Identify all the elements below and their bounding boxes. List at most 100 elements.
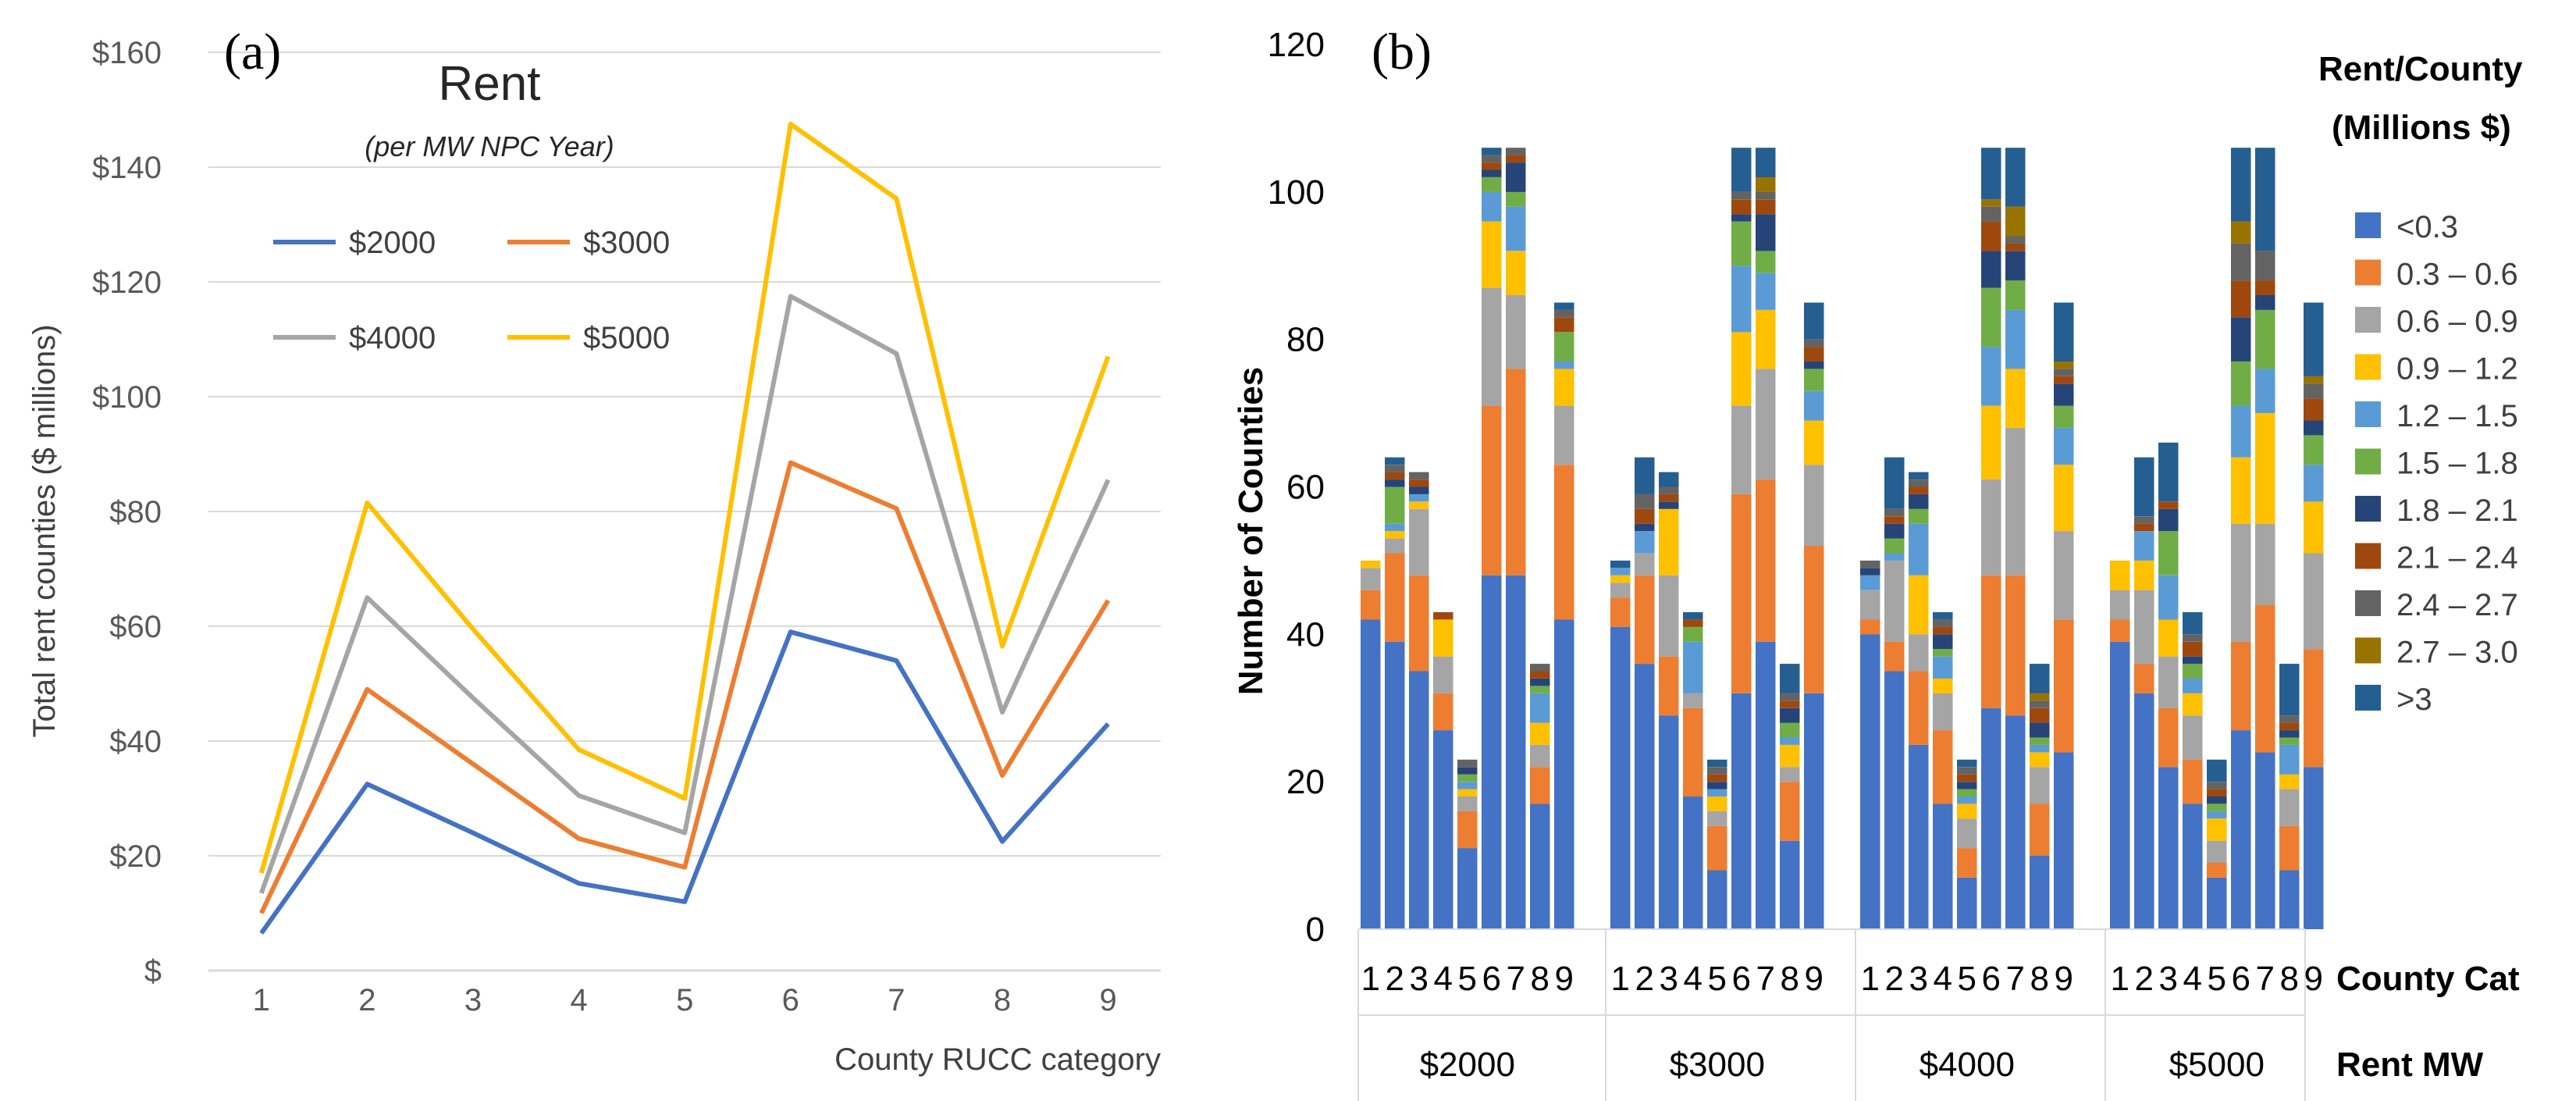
bar-segment (1957, 818, 1977, 849)
bar-segment (1506, 575, 1526, 929)
bar-segment (1957, 782, 1977, 789)
bar-segment (2005, 280, 2026, 310)
bar-segment (1659, 508, 1679, 575)
bar-segment (2005, 428, 2026, 575)
bar-segment (1804, 362, 1824, 369)
bar-segment (2005, 236, 2026, 244)
bar-segment (1957, 767, 1977, 775)
bar-segment (1756, 214, 1776, 251)
legend-label: 2.7 – 3.0 (2396, 636, 2518, 670)
y-tick-label: 40 (1286, 615, 1325, 654)
bar-segment (1933, 634, 1953, 650)
bar-segment (1530, 664, 1550, 672)
bar-segment (1804, 546, 1824, 693)
category-tick-label: 7 (2256, 960, 2275, 998)
bar-segment (1707, 774, 1727, 782)
bar-segment (1981, 347, 2001, 406)
bar-segment (2054, 531, 2074, 620)
bar-segment (1731, 405, 1752, 494)
bar-segment (1530, 686, 1550, 693)
bar-segment (2304, 302, 2324, 376)
bar-segment (1635, 575, 1655, 665)
bar-segment (1482, 177, 1502, 192)
y-tick-label: $ (144, 954, 162, 989)
bar-segment (1756, 641, 1776, 929)
bar-segment (2183, 664, 2203, 679)
category-tick-label: 9 (2055, 960, 2073, 998)
stacked-bars (1361, 148, 2324, 930)
bar-segment (2231, 457, 2251, 524)
legend-label: 2.4 – 2.7 (2396, 588, 2518, 622)
bar-segment (2054, 302, 2074, 362)
bar-segment (1860, 634, 1880, 929)
bar-segment (1780, 782, 1800, 841)
bar-segment (2030, 722, 2050, 738)
bar-segment (2255, 280, 2275, 295)
grid-lines (208, 52, 1161, 857)
series-line (258, 121, 1111, 874)
bar-segment (1707, 825, 1727, 871)
group-label: $5000 (2169, 1046, 2265, 1084)
bar-segment (1981, 251, 2001, 288)
category-tick-label: 8 (1781, 960, 1799, 998)
bar-segment (1433, 612, 1453, 620)
bar-segment (1957, 796, 1977, 804)
x-tick-label: 7 (888, 983, 905, 1017)
x-row2-name: Rent MW (2336, 1046, 2484, 1084)
bar-segment (2304, 767, 2324, 929)
bar-segment (1731, 191, 1752, 200)
category-tick-label: 1 (2111, 960, 2129, 998)
bar-segment (1610, 597, 1631, 627)
bar-segment (1957, 803, 1977, 819)
bar-segment (1909, 493, 1929, 509)
bar-segment (1385, 523, 1405, 532)
bar-segment (1385, 553, 1405, 642)
category-tick-label: 4 (1934, 960, 1952, 998)
bar-segment (2279, 870, 2300, 929)
group-label: $3000 (1670, 1046, 1765, 1084)
bar-segment (1635, 523, 1655, 532)
bar-segment (1506, 206, 1526, 251)
legend: $2000 $3000 $4000 $5000 (273, 226, 670, 355)
bar-segment (1635, 493, 1655, 509)
bar-segment (2231, 221, 2251, 244)
bar-segment (1554, 362, 1574, 369)
legend-swatch (2355, 685, 2381, 711)
category-tick-label: 9 (1555, 960, 1574, 998)
bar-segment (1409, 493, 1429, 502)
legend-label: 1.5 – 1.8 (2396, 447, 2518, 481)
legend-swatch (2355, 496, 2381, 522)
bar-segment (1909, 472, 1929, 479)
bar-segment (1756, 251, 1776, 273)
bar-segment (1707, 870, 1727, 929)
bar-segment (2030, 752, 2050, 768)
bar-segment (1909, 575, 1929, 635)
bar-segment (1731, 148, 1752, 192)
bar-segment (2304, 383, 2324, 399)
category-tick-label: 6 (2232, 960, 2250, 998)
bar-segment (1780, 745, 1800, 768)
bar-segment (1804, 339, 1824, 347)
bar-segment (2110, 560, 2130, 590)
bar-segment (2183, 679, 2203, 693)
bar-segment (2110, 590, 2130, 620)
bar-segment (2255, 752, 2275, 929)
bar-segment (2207, 759, 2227, 782)
legend-label: 0.3 – 0.6 (2396, 258, 2518, 292)
bar-segment (1659, 493, 1679, 502)
bar-segment (1933, 656, 1953, 679)
x-tick-label: 1 (253, 983, 270, 1017)
category-tick-label: 8 (1531, 960, 1550, 998)
bar-segment (2005, 243, 2026, 251)
bar-segment (1433, 619, 1453, 657)
legend-label: 0.6 – 0.9 (2396, 305, 2518, 339)
bar-segment (1361, 560, 1381, 568)
bar-segment (2255, 309, 2275, 369)
bar-segment (2005, 309, 2026, 369)
bar-segment (2054, 752, 2074, 929)
x-tick-labels: 1 2 3 4 5 6 7 8 9 (253, 983, 1117, 1017)
legend-title-line2: (Millions $) (2332, 109, 2511, 147)
x-tick-label: 9 (1099, 983, 1116, 1017)
bar-segment (1909, 486, 1929, 494)
